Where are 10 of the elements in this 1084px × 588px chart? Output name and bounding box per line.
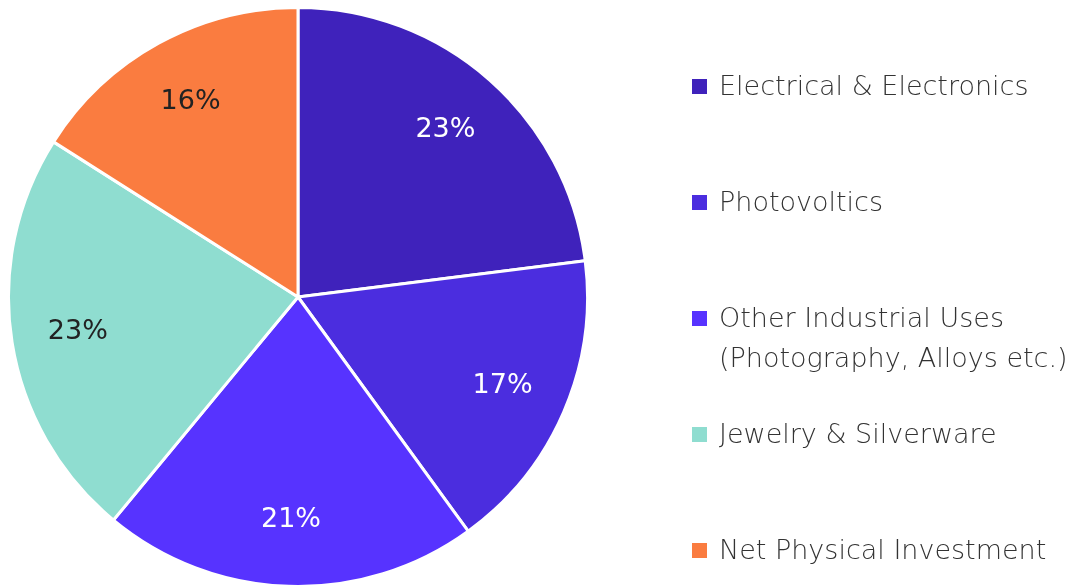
data-label: 23% bbox=[415, 111, 476, 143]
legend-label: Jewelry & Silverware bbox=[719, 417, 997, 451]
legend-label: Photovoltics bbox=[719, 185, 884, 219]
data-label: 23% bbox=[47, 313, 108, 345]
legend-label: Net Physical Investment bbox=[719, 533, 1047, 567]
data-label: 21% bbox=[260, 501, 322, 533]
data-label: 16% bbox=[160, 83, 221, 115]
data-label: 17% bbox=[472, 367, 533, 399]
legend-label: Other Industrial Uses (Photography, Alloys etc.) bbox=[719, 301, 1069, 375]
legend-label: Electrical & Electronics bbox=[719, 69, 1029, 103]
